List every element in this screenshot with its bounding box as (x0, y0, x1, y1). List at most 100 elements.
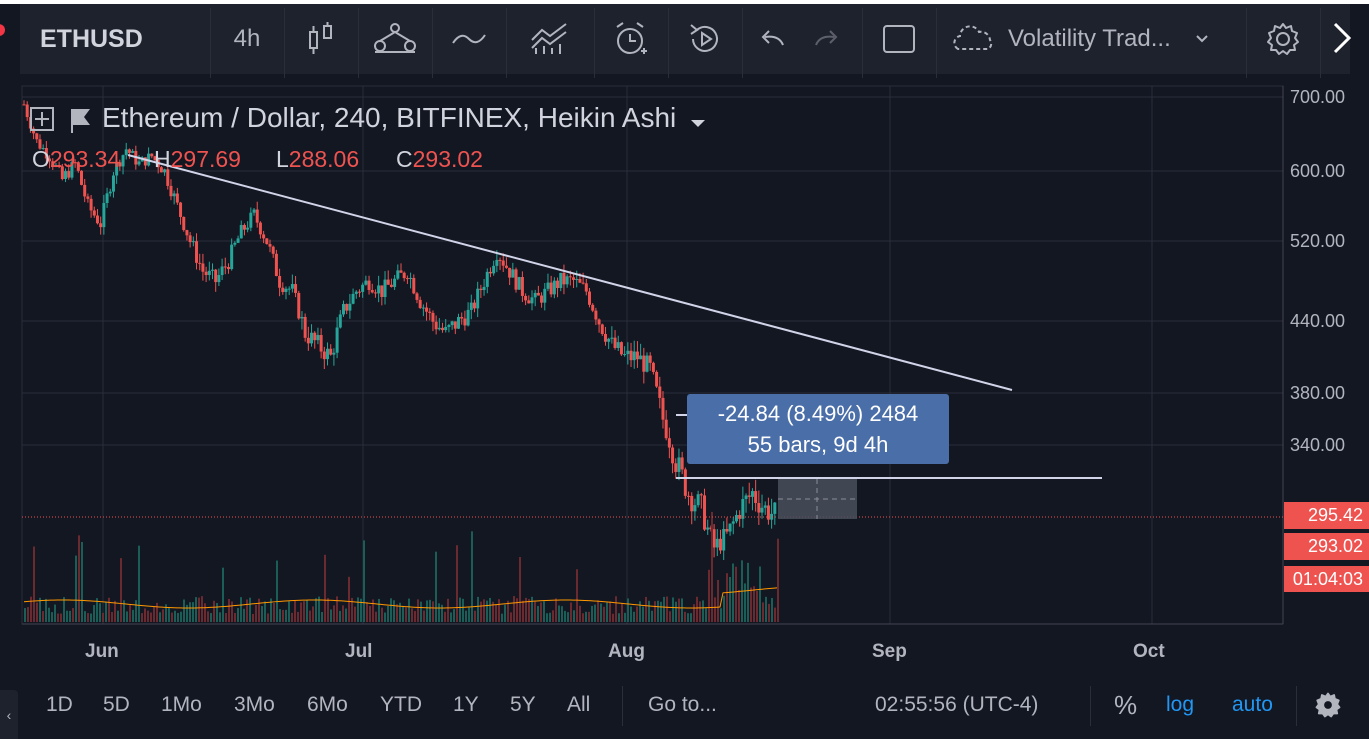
symbol-button[interactable]: ETHUSD (40, 24, 143, 53)
settings-icon[interactable] (1314, 676, 1342, 734)
log-toggle[interactable]: log (1166, 693, 1195, 716)
auto-toggle[interactable]: auto (1232, 693, 1273, 716)
candle-body (341, 304, 345, 315)
volume-bar (411, 608, 413, 622)
volume-bar (24, 608, 26, 622)
templates-icon[interactable] (506, 4, 594, 74)
candle-body (179, 202, 183, 217)
collapse-left-icon[interactable]: ‹ (0, 690, 18, 739)
candle-body (409, 277, 413, 279)
candle-body (54, 165, 58, 167)
settings-icon[interactable] (1246, 4, 1320, 74)
volume-bar (30, 596, 32, 622)
candle-body (402, 272, 406, 279)
volume-bar (705, 608, 707, 622)
volume-bar (177, 612, 179, 622)
candle-body (450, 321, 454, 326)
volume-bar (405, 607, 407, 622)
volume-bar (585, 611, 587, 622)
volume-bar (120, 558, 122, 622)
candle-body (706, 527, 710, 530)
candle-body (731, 521, 735, 524)
candle-body (642, 355, 646, 372)
candle-body (603, 333, 607, 342)
candles-icon[interactable] (284, 4, 358, 74)
volume-bar (564, 610, 566, 622)
volume-bar (234, 612, 236, 622)
candle-body (584, 283, 588, 292)
legend-add-icon[interactable] (30, 107, 54, 136)
candle-body (230, 244, 234, 270)
percent-toggle[interactable]: % (1114, 689, 1138, 720)
volume-bar (318, 596, 320, 622)
volume-bar (696, 596, 698, 622)
range-5y[interactable]: 5Y (510, 693, 536, 716)
volume-bar (330, 609, 332, 622)
price-tick: 520.00 (1290, 231, 1346, 251)
replay-icon[interactable] (668, 4, 742, 74)
candle-body (431, 312, 435, 322)
candle-body (469, 302, 473, 310)
volume-bar (36, 602, 38, 622)
interval-button[interactable]: 4h (233, 25, 261, 52)
chevron-right-icon[interactable] (1322, 18, 1362, 58)
range-1y[interactable]: 1Y (453, 693, 479, 716)
candle-body (722, 528, 726, 551)
candle-body (629, 350, 633, 361)
alert-icon[interactable] (594, 4, 668, 74)
volume-bar (480, 601, 482, 622)
volume-bar (258, 598, 260, 622)
measure-tooltip: -24.84 (8.49%) 2484 55 bars, 9d 4h (687, 394, 949, 464)
volume-bar (549, 612, 551, 622)
candle-body (613, 337, 617, 348)
volume-bar (687, 613, 689, 622)
legend-title[interactable]: Ethereum / Dollar, 240, BITFINEX, Heikin… (102, 102, 706, 136)
indicators-icon[interactable] (432, 4, 506, 74)
range-6mo[interactable]: 6Mo (307, 693, 348, 716)
volume-bar (423, 610, 425, 622)
range-3mo[interactable]: 3Mo (234, 693, 275, 716)
volume-bar (222, 567, 224, 622)
candle-body (115, 162, 119, 176)
top-toolbar: ETHUSD 4h Volatility Trad... (20, 4, 1350, 78)
compare-icon[interactable] (358, 4, 432, 74)
volume-bar (474, 610, 476, 622)
candle-body (674, 463, 678, 472)
candle-body (476, 288, 480, 309)
volume-bar (765, 596, 767, 622)
volume-bar (777, 538, 779, 622)
candle-body (198, 262, 202, 264)
measure-bars: 55 bars, 9d 4h (747, 432, 889, 457)
range-5d[interactable]: 5D (103, 693, 130, 716)
volume-bar (750, 587, 752, 622)
chevron-down-icon[interactable] (690, 104, 706, 136)
volume-bar (441, 604, 443, 622)
candle-body (750, 491, 754, 497)
volume-bar (171, 612, 173, 622)
volume-bar (249, 597, 251, 622)
volume-bar (276, 560, 278, 622)
volume-bar (462, 598, 464, 622)
candle-body (211, 269, 214, 271)
range-all[interactable]: All (567, 693, 591, 716)
layout-icon[interactable] (862, 4, 936, 74)
range-ytd[interactable]: YTD (380, 693, 422, 716)
clock[interactable]: 02:55:56 (UTC-4) (875, 693, 1039, 716)
volume-bar (636, 606, 638, 622)
range-1d[interactable]: 1D (46, 693, 73, 716)
volume-bar (573, 610, 575, 622)
volume-bar (642, 606, 644, 622)
range-1mo[interactable]: 1Mo (161, 693, 202, 716)
candle-body (351, 293, 355, 304)
flag-icon[interactable] (70, 107, 92, 138)
volume-bar (219, 612, 221, 622)
redo-icon[interactable] (802, 4, 852, 74)
indicator-template-button[interactable]: Volatility Trad... (936, 4, 1246, 74)
volume-bar (132, 609, 134, 622)
volume-bar (231, 601, 233, 622)
goto-button[interactable]: Go to... (648, 693, 717, 716)
undo-icon[interactable] (742, 4, 802, 74)
candle-body (284, 288, 288, 292)
candle-body (99, 223, 103, 228)
